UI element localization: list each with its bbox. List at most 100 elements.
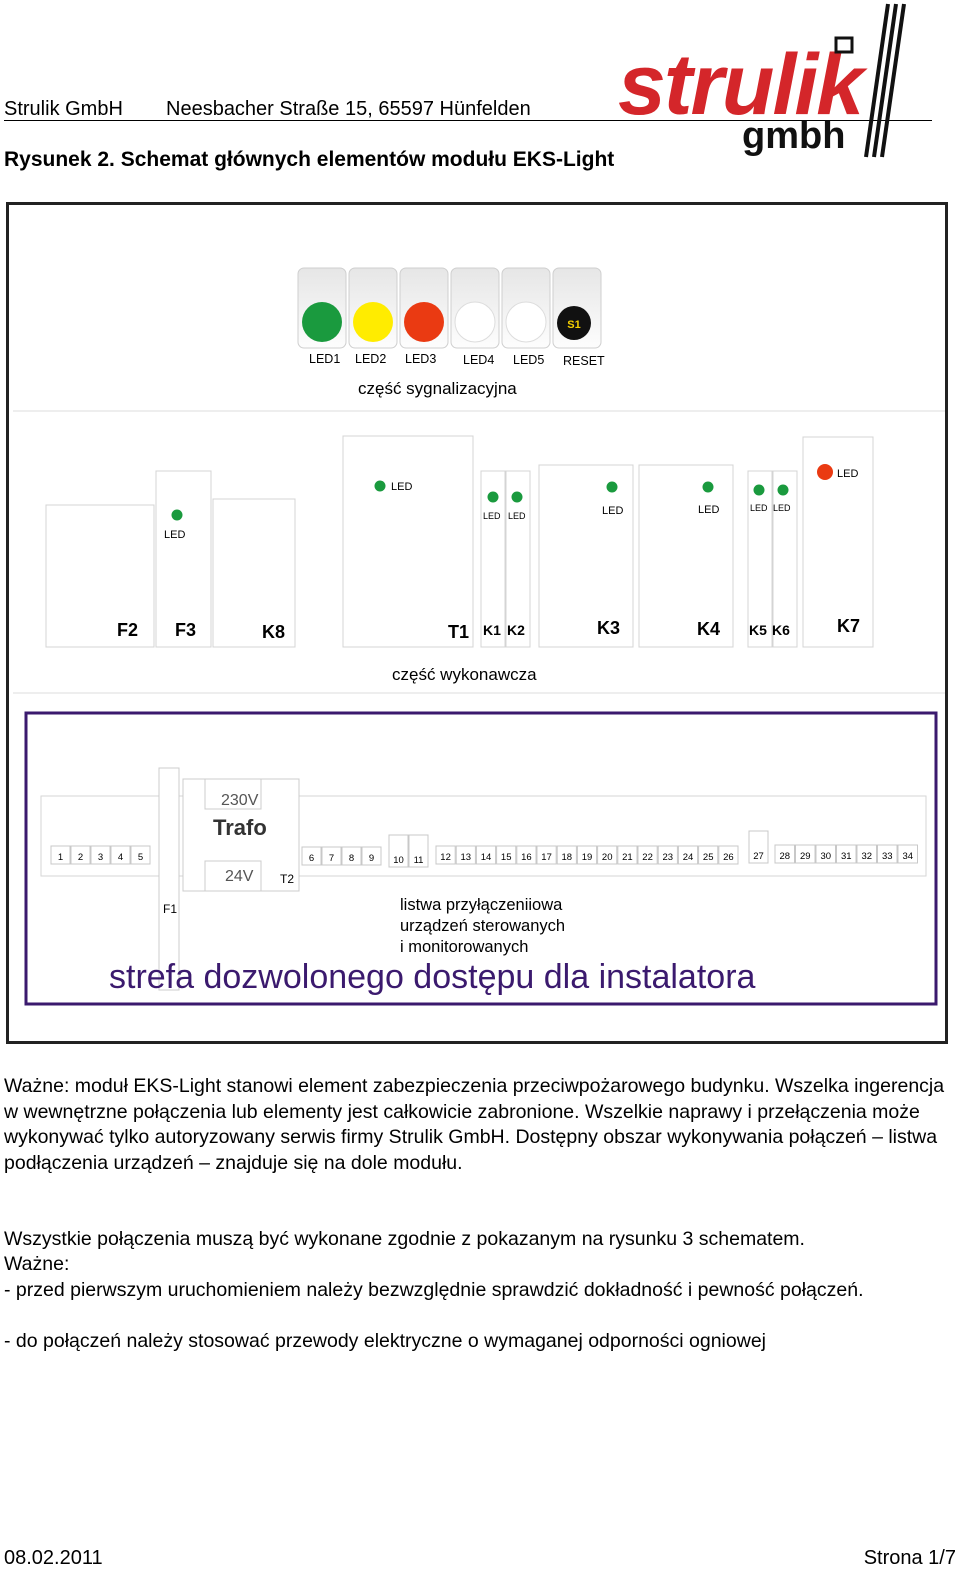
led-box-4 [450, 267, 500, 349]
terminal-label-10: 10 [393, 855, 404, 866]
terminal-label-32: 32 [861, 851, 872, 862]
terminal-label-7: 7 [329, 853, 334, 864]
k7-led-label: LED [837, 468, 858, 480]
module-f2 [45, 504, 155, 648]
terminal-27 [748, 830, 769, 864]
terminal-label-6: 6 [309, 853, 314, 864]
terminal-20 [597, 845, 618, 865]
instructions-line-1: Wszystkie połączenia muszą być wykonane … [4, 1228, 805, 1250]
reset-box: S1 [552, 267, 602, 349]
k2-label: K2 [507, 622, 525, 638]
reset-label: RESET [563, 354, 605, 368]
terminal-4 [110, 845, 131, 865]
instructions-line-2: Ważne: [4, 1253, 70, 1275]
footer-date: 08.02.2011 [4, 1547, 103, 1569]
logo-wordmark: strulik [618, 37, 868, 133]
module-t1 [342, 435, 474, 648]
terminal-10 [388, 834, 409, 868]
module-k8 [212, 498, 296, 648]
executive-leds [171, 464, 833, 521]
terminal-7 [321, 846, 342, 866]
terminal-34 [897, 844, 918, 864]
company-name: Strulik GmbH [4, 98, 123, 120]
k4-led [702, 481, 714, 493]
terminal-label-19: 19 [582, 852, 593, 863]
led-box-3 [399, 267, 449, 349]
terminal-label-14: 14 [481, 852, 492, 863]
terminal-label-2: 2 [78, 852, 83, 863]
terminal-label-12: 12 [440, 852, 451, 863]
k1-led [487, 491, 499, 503]
terminal-label-8: 8 [349, 853, 354, 864]
module-diagram-svg: S1 LED1 LED2 LED3 LED4 LED5 RESET część … [13, 267, 945, 1006]
module-k5 [747, 470, 773, 648]
terminal-3 [90, 845, 111, 865]
terminal-label-24: 24 [683, 852, 694, 863]
terminal-21 [617, 845, 638, 865]
terminal-29 [795, 844, 816, 864]
led5-label: LED5 [513, 353, 544, 367]
module-diagram: S1 LED1 LED2 LED3 LED4 LED5 RESET część … [6, 202, 948, 1044]
trafo-label: Trafo [213, 815, 267, 840]
terminal-label-5: 5 [138, 852, 143, 863]
led3-lamp [404, 302, 444, 342]
terminal-label-1: 1 [58, 852, 63, 863]
k3-led [606, 481, 618, 493]
led2-label: LED2 [355, 352, 386, 366]
terminal-label-3: 3 [98, 852, 103, 863]
terminal-12 [435, 845, 456, 865]
instructions-line-3: - przed pierwszym uruchomieniem należy b… [4, 1279, 864, 1301]
module-k4 [638, 464, 734, 648]
terminal-label-33: 33 [882, 851, 893, 862]
led-box-2 [348, 267, 398, 349]
company-address: Neesbacher Straße 15, 65597 Hünfelden [166, 98, 531, 120]
reset-button[interactable] [557, 306, 591, 340]
led3-label: LED3 [405, 352, 436, 366]
terminal-11 [408, 834, 429, 868]
led2-lamp [353, 302, 393, 342]
module-k7 [802, 436, 874, 648]
terminal-label-29: 29 [800, 851, 811, 862]
k5-label: K5 [749, 622, 767, 638]
logo-stripes [864, 3, 906, 158]
terminal-label-26: 26 [723, 852, 734, 863]
k8-label: K8 [262, 622, 285, 642]
footer-page: Strona 1/7 [863, 1547, 956, 1569]
terminal-16 [516, 845, 537, 865]
led1-label: LED1 [309, 352, 340, 366]
signal-section-label: część sygnalizacyjna [358, 379, 517, 398]
k4-label: K4 [697, 619, 720, 639]
installer-zone: F1 230V Trafo 24V T2 1 2 3 4 5 6 7 8 9 10 11 12 13 14… [24, 711, 938, 1006]
logo-gmbh: gmbh [742, 115, 845, 157]
terminal-33 [877, 844, 898, 864]
k5-led-label: LED [750, 503, 768, 513]
terminal-label-30: 30 [820, 851, 831, 862]
terminal-8 [341, 846, 362, 866]
terminal-22 [637, 845, 658, 865]
logo-square [834, 36, 854, 54]
led1-lamp [302, 302, 342, 342]
terminal-19 [576, 845, 598, 865]
terminal-label-16: 16 [521, 852, 532, 863]
executive-panel [45, 435, 874, 648]
f3-led [171, 509, 183, 521]
terminal-label-27: 27 [753, 851, 764, 862]
terminal-17 [536, 845, 557, 865]
k7-led [817, 464, 833, 480]
strip-label-line1: listwa przyłączeniiowa [400, 896, 563, 914]
trafo-24v-box [204, 860, 262, 892]
terminal-18 [556, 845, 577, 865]
terminal-13 [455, 845, 476, 865]
executive-led-labels: LED LED LED LED LED LED LED LED LED [164, 468, 858, 541]
trafo-230v-label: 230V [221, 792, 259, 809]
module-labels: F2 F3 K8 T1 K1 K2 K3 K4 K5 K6 K7 [117, 616, 860, 642]
k2-led [511, 491, 523, 503]
k1-label: K1 [483, 622, 501, 638]
terminal-label-18: 18 [562, 852, 573, 863]
header-rule [4, 120, 932, 121]
terminal-15 [496, 845, 517, 865]
strip-label-line3: i monitorowanych [400, 938, 528, 956]
led5-lamp [505, 301, 547, 343]
led-box-5 [501, 267, 551, 349]
t1-label: T1 [448, 622, 469, 642]
